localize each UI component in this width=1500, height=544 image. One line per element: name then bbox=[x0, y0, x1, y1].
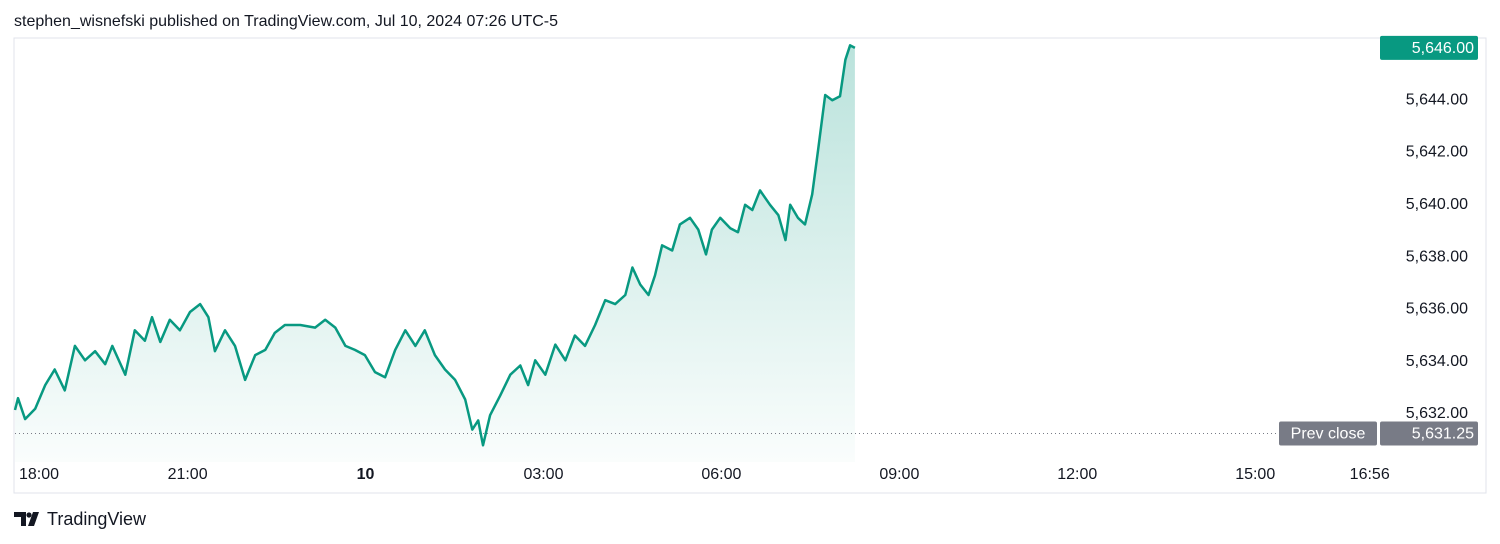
tradingview-logo bbox=[14, 512, 39, 526]
prev-close-name-box bbox=[1279, 421, 1377, 446]
x-tick-label: 15:00 bbox=[1235, 466, 1275, 483]
price-line bbox=[13, 44, 856, 447]
prev-close-value-box bbox=[1380, 421, 1478, 446]
x-tick-label: 10 bbox=[357, 466, 375, 483]
y-tick-label: 5,642.00 bbox=[1406, 144, 1468, 161]
prev-close-name: Prev close bbox=[1291, 426, 1366, 443]
last-price-box bbox=[1380, 35, 1478, 60]
y-tick-label: 5,640.00 bbox=[1406, 196, 1468, 213]
footer: TradingView bbox=[47, 509, 147, 529]
prev-close-value: 5,631.25 bbox=[1412, 426, 1474, 443]
x-tick-label: 16:56 bbox=[1350, 466, 1390, 483]
x-tick-label: 12:00 bbox=[1057, 466, 1097, 483]
x-tick-label: 18:00 bbox=[19, 466, 59, 483]
y-tick-label: 5,644.00 bbox=[1406, 91, 1468, 108]
y-tick-label: 5,638.00 bbox=[1406, 248, 1468, 265]
y-tick-label: 5,634.00 bbox=[1406, 353, 1468, 370]
last-price-label: 5,646.00 bbox=[1412, 40, 1474, 57]
x-tick-label: 06:00 bbox=[701, 466, 741, 483]
y-tick-label: 5,632.00 bbox=[1406, 405, 1468, 422]
x-tick-label: 03:00 bbox=[523, 466, 563, 483]
y-tick-label: 5,636.00 bbox=[1406, 301, 1468, 318]
x-tick-label: 21:00 bbox=[168, 466, 208, 483]
x-tick-label: 09:00 bbox=[879, 466, 919, 483]
area-fill bbox=[15, 45, 855, 463]
header: stephen_wisnefski published on TradingVi… bbox=[14, 13, 558, 30]
chart-frame bbox=[13, 37, 1487, 494]
